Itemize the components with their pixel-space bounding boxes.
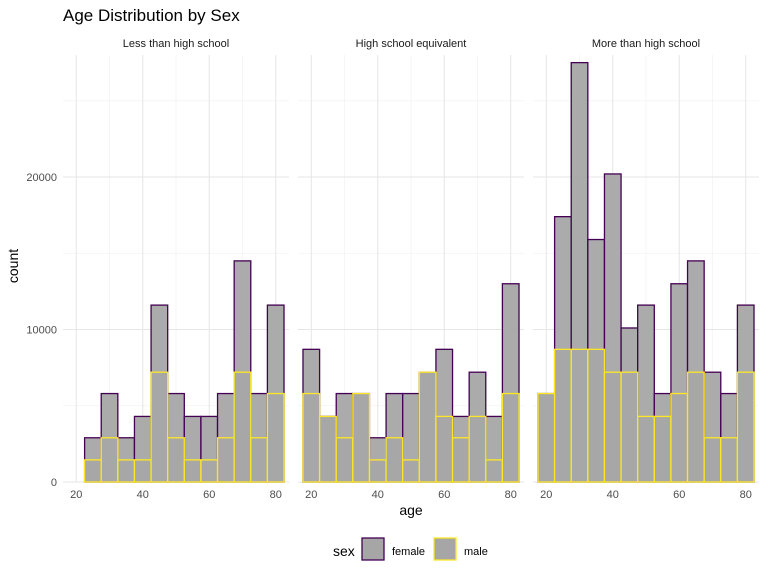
bar-male	[637, 415, 655, 483]
bar-male	[570, 348, 589, 483]
bar-male	[603, 371, 622, 483]
y-axis: 0 10000 20000	[26, 172, 57, 489]
bar-male	[318, 415, 337, 483]
y-tick-label: 10000	[26, 325, 57, 337]
bar-male	[653, 415, 672, 483]
x-tick-label: 40	[137, 489, 149, 501]
bar-male	[335, 437, 354, 483]
bar-male	[233, 371, 252, 483]
bar-male	[183, 459, 202, 483]
bar-male	[352, 392, 371, 483]
x-tick-label: 60	[673, 489, 685, 501]
bar-male	[553, 348, 572, 483]
x-tick-label: 20	[305, 489, 317, 501]
bar-male	[200, 459, 219, 483]
bar-male	[266, 392, 285, 483]
bar-male	[216, 437, 235, 483]
facet-panel: More than high school 20 40 60 80	[533, 38, 759, 501]
bar-male	[100, 437, 119, 483]
facet-strip-label: Less than high school	[123, 38, 229, 50]
facet-strip-label: More than high school	[592, 38, 700, 50]
y-tick-label: 0	[51, 477, 57, 489]
bar-male	[537, 392, 556, 483]
bar-male	[620, 371, 639, 483]
bar-male	[385, 437, 404, 483]
bar-male	[485, 459, 504, 483]
y-tick-label: 20000	[26, 172, 57, 184]
x-tick-label: 60	[203, 489, 215, 501]
chart-title: Age Distribution by Sex	[63, 6, 240, 25]
bar-male	[368, 459, 387, 483]
bar-male	[703, 437, 722, 483]
x-tick-label: 80	[740, 489, 752, 501]
bar-male	[302, 392, 321, 483]
bar-male	[720, 437, 739, 483]
bar-male	[133, 459, 152, 483]
facet-panel: Less than high school 20 40 60 80	[63, 38, 289, 501]
x-tick-label: 40	[607, 489, 619, 501]
bar-male	[670, 392, 689, 483]
x-tick-label: 80	[270, 489, 282, 501]
bar-male	[83, 459, 102, 483]
bar-male	[736, 371, 755, 483]
legend-title: sex	[333, 543, 355, 559]
legend-label-female: female	[392, 546, 425, 558]
facet-panel: High school equivalent 20 40 60 80	[298, 38, 524, 501]
bar-male	[167, 437, 185, 483]
bar-male	[686, 371, 705, 483]
x-tick-label: 80	[505, 489, 517, 501]
bar-male	[250, 437, 269, 483]
legend-key-male	[433, 537, 457, 561]
bar-male	[468, 415, 487, 483]
x-axis-label: age	[399, 502, 423, 518]
legend-key-female	[361, 537, 385, 561]
x-tick-label: 60	[438, 489, 450, 501]
facet-strip-label: High school equivalent	[356, 38, 467, 50]
legend-label-male: male	[464, 546, 488, 558]
bar-male	[435, 415, 454, 483]
bar-male	[117, 459, 136, 483]
bar-male	[451, 437, 470, 483]
x-tick-label: 20	[70, 489, 82, 501]
y-axis-label: count	[5, 249, 21, 283]
bar-male	[587, 348, 606, 483]
bar-male	[150, 371, 169, 483]
x-tick-label: 20	[540, 489, 552, 501]
bar-male	[402, 459, 420, 483]
bar-male	[501, 392, 520, 483]
bar-male	[418, 371, 437, 483]
legend: sex female male	[333, 537, 488, 561]
x-tick-label: 40	[372, 489, 384, 501]
